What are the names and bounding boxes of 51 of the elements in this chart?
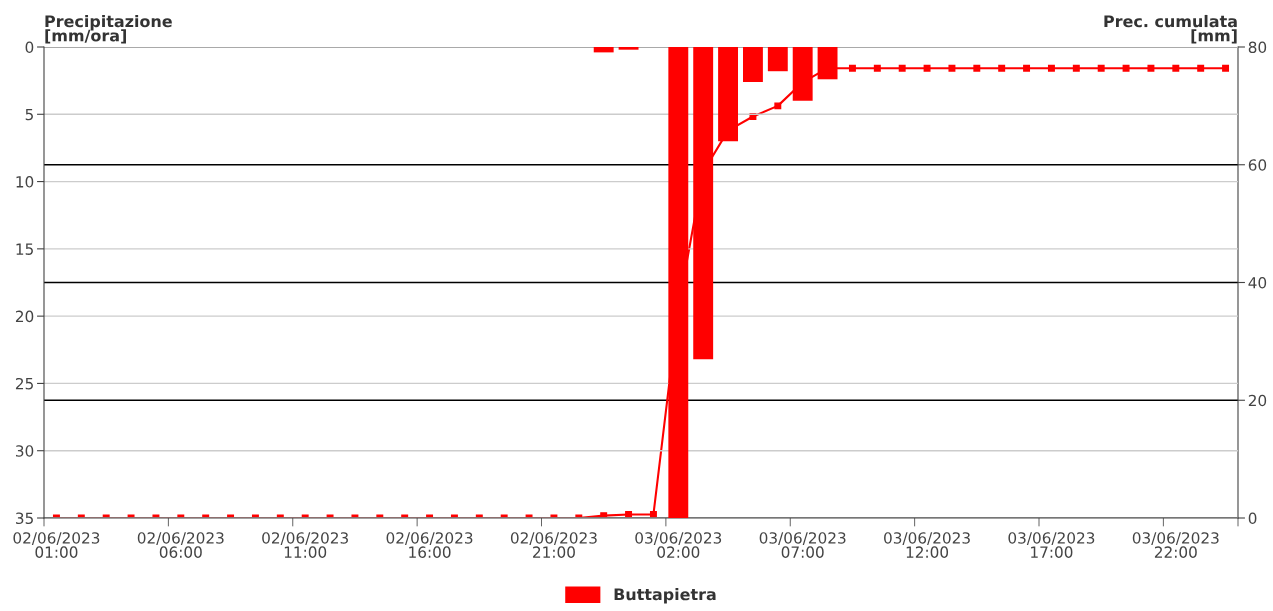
point xyxy=(1023,64,1031,72)
point xyxy=(625,510,633,518)
y-tick-label: 30 xyxy=(16,445,34,457)
y-tick-label: 5 xyxy=(25,108,33,121)
y-tick-label: 20 xyxy=(15,310,34,323)
y-axis-title: Precipitazione [mm/ora] xyxy=(45,14,172,44)
y2-axis-title: Prec. cumulata [mm] xyxy=(1104,14,1237,44)
bar xyxy=(767,47,788,72)
x-tick-label: 03/06/2023 12:00 xyxy=(884,532,970,558)
y-tick-label: 10 xyxy=(16,176,34,188)
y-tick-label: 35 xyxy=(16,512,33,525)
legend-label: Buttapietra xyxy=(614,587,716,604)
bar xyxy=(618,47,639,50)
y2-tick-label: 20 xyxy=(1248,394,1267,407)
y2-tick-label: 0 xyxy=(1248,512,1257,525)
x-tick-label: 02/06/2023 11:00 xyxy=(262,532,348,558)
point xyxy=(998,64,1006,72)
x-tick-label: 03/06/2023 22:00 xyxy=(1132,532,1219,558)
point xyxy=(898,64,906,72)
x-tick-label: 02/06/2023 21:00 xyxy=(510,532,597,558)
point xyxy=(749,112,757,120)
y-tick-label: 0 xyxy=(25,41,34,54)
bar xyxy=(593,47,614,53)
point xyxy=(1097,64,1105,72)
point xyxy=(649,510,657,518)
y-tick-label: 25 xyxy=(15,377,33,390)
point xyxy=(1047,64,1055,72)
point xyxy=(873,64,881,72)
point xyxy=(774,102,782,110)
point xyxy=(1147,64,1155,72)
point xyxy=(600,512,608,518)
point xyxy=(1222,64,1230,72)
x-tick-label: 03/06/2023 17:00 xyxy=(1008,532,1095,558)
point xyxy=(1197,64,1205,72)
point xyxy=(1072,64,1080,72)
point xyxy=(973,64,981,72)
y-tick-label: 15 xyxy=(16,243,33,255)
point xyxy=(1122,64,1130,72)
y2-tick-label: 80 xyxy=(1248,41,1267,54)
point xyxy=(848,64,856,72)
x-tick-label: 03/06/2023 07:00 xyxy=(759,532,846,558)
x-tick-label: 02/06/2023 06:00 xyxy=(137,532,224,558)
point xyxy=(1172,64,1180,72)
bar xyxy=(742,47,763,82)
point xyxy=(948,64,956,72)
x-tick-label: 03/06/2023 02:00 xyxy=(635,532,722,558)
y2-tick-label: 40 xyxy=(1248,276,1267,289)
x-tick-label: 02/06/2023 16:00 xyxy=(386,532,473,558)
x-tick-label: 02/06/2023 01:00 xyxy=(13,532,100,558)
point xyxy=(923,64,931,72)
y2-tick-label: 60 xyxy=(1248,159,1267,171)
